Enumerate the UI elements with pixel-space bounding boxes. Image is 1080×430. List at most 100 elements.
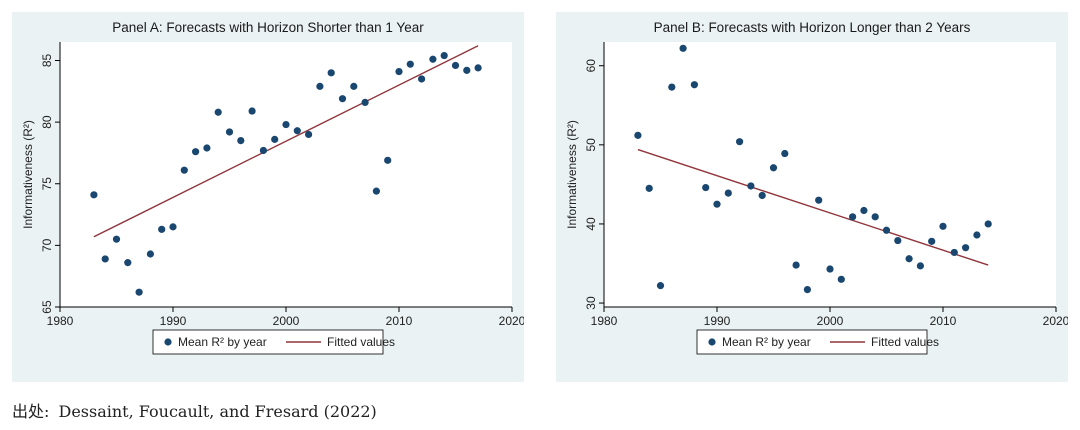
- source-label: 出处:: [12, 402, 50, 421]
- panel-b-point: [758, 191, 766, 200]
- panel-b-point: [769, 164, 778, 172]
- panel-a-point: [146, 250, 154, 258]
- panel-b-point: [871, 213, 879, 221]
- panel-a-chart: Panel A: Forecasts with Horizon Shorter …: [12, 12, 524, 382]
- panel-a-point: [305, 130, 313, 139]
- panel-a-point: [282, 120, 290, 129]
- panel-b-point: [781, 149, 789, 158]
- panel-b-point: [973, 231, 981, 239]
- panel-a-point: [124, 259, 132, 267]
- panel-b-point: [747, 182, 755, 190]
- panel-a-y-tick-label: 85: [40, 53, 54, 67]
- panel-b-point: [849, 213, 857, 221]
- panel-b-legend-box: [696, 329, 928, 355]
- panel-a-point: [327, 69, 335, 77]
- panel-a-point: [338, 95, 347, 103]
- panel-b-x-tick-label: 2000: [817, 314, 844, 328]
- panel-a-x-tick-label: 2020: [499, 314, 524, 328]
- panel-a-legend-label-points: Mean R² by year: [178, 335, 267, 349]
- panel-b-svg: Panel B: Forecasts with Horizon Longer t…: [565, 20, 1068, 355]
- panel-b-point: [736, 138, 744, 146]
- panel-b-point: [950, 248, 958, 257]
- panel-a-point: [203, 144, 211, 152]
- panel-b-y-tick-label: 50: [584, 138, 598, 152]
- panel-a-point: [101, 255, 109, 263]
- panel-b-x-tick-label: 2020: [1043, 314, 1068, 328]
- panel-a-point: [463, 66, 471, 74]
- panel-a-point: [214, 108, 222, 116]
- panel-b-point: [894, 236, 902, 245]
- panel-a-x-tick-label: 1980: [47, 314, 74, 328]
- panel-b-chart: Panel B: Forecasts with Horizon Longer t…: [556, 12, 1068, 382]
- panel-a-point: [158, 225, 166, 233]
- panel-b-legend-marker: [708, 338, 716, 346]
- panel-b-point: [724, 189, 732, 197]
- panel-a-plot-area: [60, 42, 512, 307]
- panel-a-x-tick-label: 1990: [160, 314, 187, 328]
- panel-a-point: [395, 67, 403, 76]
- panel-a-point: [451, 61, 460, 70]
- panel-a-point: [372, 187, 380, 195]
- panel-a-point: [384, 156, 392, 164]
- panel-a-point: [192, 148, 200, 156]
- panel-a-point: [474, 64, 482, 72]
- panel-b-x-tick-label: 2010: [930, 314, 957, 328]
- panel-a-point: [293, 127, 301, 135]
- panel-b-point: [815, 196, 823, 204]
- panel-a-y-tick-label: 65: [40, 300, 54, 314]
- panel-a-point: [418, 75, 426, 83]
- panel-b-legend-label-fitted: Fitted values: [871, 335, 939, 349]
- panel-b-point: [939, 222, 947, 230]
- panel-b-y-tick-label: 60: [584, 59, 598, 73]
- panel-a-point: [90, 191, 98, 199]
- panel-a-y-tick-label: 80: [40, 115, 54, 129]
- panel-b-point: [645, 184, 653, 192]
- panel-b-fitted-line: [637, 148, 989, 266]
- panel-a-y-axis-label: Informativeness (R²): [21, 120, 35, 229]
- panel-b-point: [713, 200, 721, 208]
- panel-b-point: [792, 261, 800, 269]
- panel-b-y-tick-label: 30: [584, 296, 598, 310]
- panel-a-point: [429, 55, 437, 63]
- panel-b-point: [668, 83, 676, 91]
- panel-a-legend-marker: [164, 338, 172, 346]
- panel-b-point: [656, 282, 665, 290]
- panel-b-point: [679, 44, 687, 52]
- panel-a-point: [180, 166, 188, 174]
- source-text: Dessaint, Foucault, and Fresard (2022): [58, 402, 377, 421]
- panel-b-point: [803, 285, 811, 294]
- panel-b-x-tick-label: 1990: [704, 314, 731, 328]
- panel-a-point: [440, 51, 448, 60]
- panel-b-point: [984, 220, 992, 228]
- panel-a-point: [361, 98, 369, 106]
- panel-a-point: [225, 128, 234, 136]
- panel-a-x-tick-label: 2010: [386, 314, 413, 328]
- panel-b-point: [882, 226, 891, 234]
- panel-a-legend-box: [152, 329, 384, 355]
- panel-b-point: [928, 237, 936, 245]
- panel-b-point: [837, 275, 845, 283]
- panel-a-legend-label-fitted: Fitted values: [327, 335, 395, 349]
- panel-a-point: [112, 235, 121, 243]
- panel-b-point: [702, 183, 710, 192]
- panel-a-point: [271, 135, 279, 143]
- panel-b-point: [860, 206, 868, 215]
- panel-b-legend-label-points: Mean R² by year: [722, 335, 811, 349]
- panel-a-point: [135, 288, 143, 296]
- panel-b-point: [826, 265, 834, 273]
- panel-a-point: [248, 107, 256, 115]
- panel-a-point: [316, 82, 324, 90]
- panel-a-y-tick-label: 70: [40, 238, 54, 252]
- panel-a-point: [350, 82, 358, 90]
- panel-b-point: [905, 255, 913, 263]
- panel-b-point: [634, 131, 642, 139]
- panel-b-point: [962, 244, 970, 252]
- panel-b-y-axis-label: Informativeness (R²): [565, 120, 579, 229]
- panel-b-title: Panel B: Forecasts with Horizon Longer t…: [654, 20, 971, 35]
- panel-a-point: [406, 60, 414, 68]
- panel-b-point: [690, 81, 698, 89]
- panel-a-point: [237, 137, 245, 145]
- panel-a-y-tick-label: 75: [40, 177, 54, 191]
- panel-b-y-tick-label: 40: [584, 217, 598, 231]
- panel-a-point: [169, 223, 177, 231]
